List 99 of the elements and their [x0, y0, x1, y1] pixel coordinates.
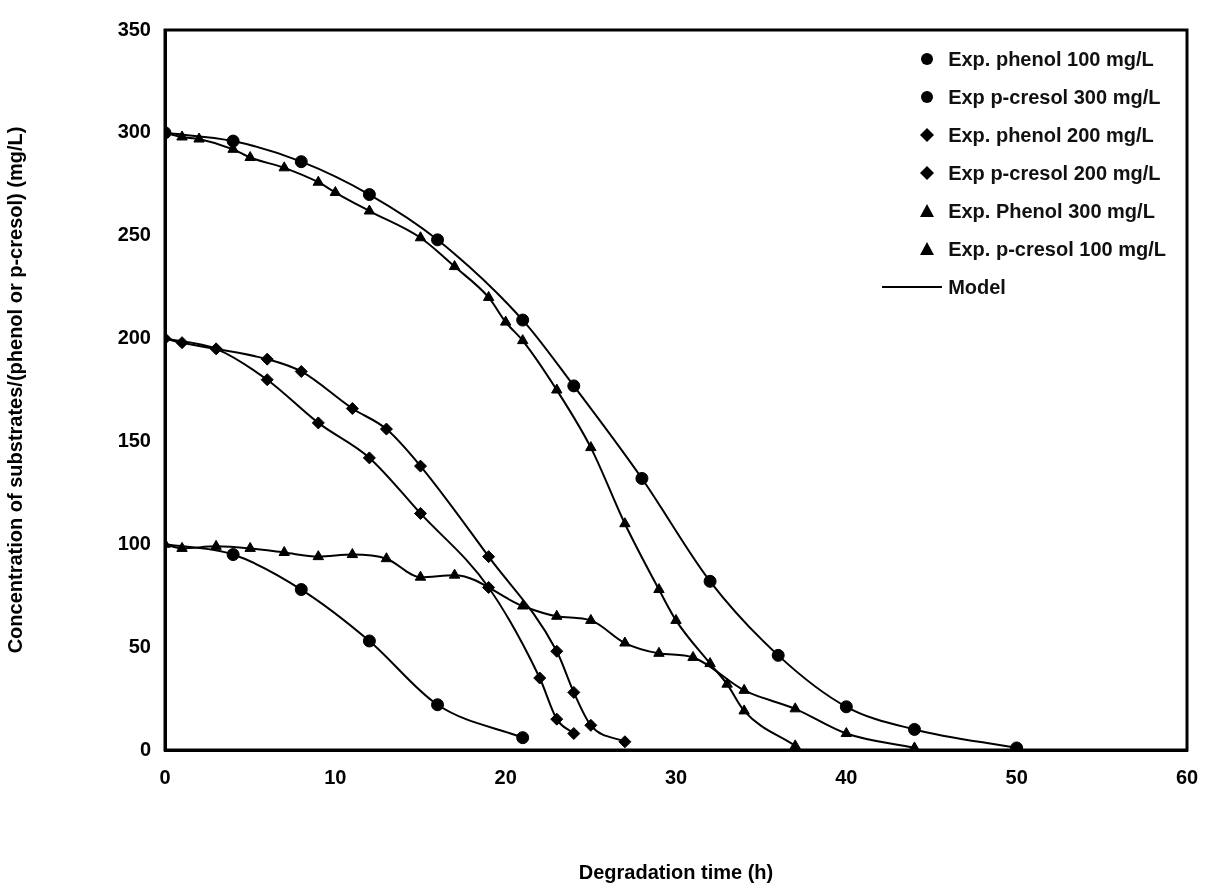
point: [448, 568, 461, 579]
point: [414, 570, 427, 581]
point: [516, 731, 530, 745]
point: [635, 471, 649, 485]
legend-label: Exp. p-cresol 100 mg/L: [948, 237, 1166, 261]
point: [551, 609, 563, 620]
point: [193, 132, 205, 143]
legend-label: Model: [948, 275, 1006, 299]
point: [517, 599, 529, 610]
point: [771, 648, 785, 662]
point: [653, 583, 665, 594]
point: [550, 644, 564, 658]
legend-label: Exp p-cresol 200 mg/L: [948, 161, 1161, 185]
point: [294, 583, 308, 597]
point: [840, 727, 853, 738]
point: [176, 541, 188, 552]
x-tick-label: 60: [1175, 765, 1199, 788]
point: [567, 727, 581, 741]
point: [703, 574, 717, 588]
point: [414, 506, 427, 520]
point: [482, 290, 495, 301]
x-axis-title: Degradation time (h): [578, 860, 774, 883]
point: [226, 134, 240, 148]
point: [414, 231, 427, 242]
point: [618, 735, 632, 749]
point: [431, 233, 445, 247]
point: [260, 352, 274, 366]
point: [346, 548, 359, 559]
point: [482, 580, 496, 594]
point: [312, 175, 324, 186]
point: [584, 718, 598, 732]
point: [789, 702, 801, 713]
y-tick-label: 100: [117, 531, 151, 554]
point: [567, 379, 581, 393]
point: [721, 677, 733, 688]
point: [362, 188, 376, 202]
point: [294, 364, 308, 378]
y-axis-title: Concentration of substrates/(phenol or p-cresol) (mg/L): [3, 126, 26, 654]
point: [294, 155, 308, 169]
point: [363, 204, 376, 215]
x-tick-label: 50: [1005, 765, 1028, 788]
point: [619, 517, 631, 528]
point: [278, 546, 290, 557]
point: [567, 685, 581, 699]
point: [619, 636, 631, 647]
point: [551, 383, 563, 394]
point: [362, 634, 376, 648]
point: [516, 313, 530, 327]
point: [379, 422, 393, 436]
y-tick-label: 150: [117, 428, 151, 451]
y-tick-label: 350: [117, 17, 151, 40]
point: [533, 671, 547, 685]
point: [260, 373, 274, 387]
point: [175, 336, 189, 350]
point: [244, 541, 256, 552]
point: [482, 550, 496, 564]
point: [244, 151, 256, 162]
y-tick-label: 250: [117, 223, 151, 246]
point: [839, 700, 853, 714]
y-tick-label: 300: [117, 120, 151, 143]
point: [907, 722, 921, 736]
point: [278, 161, 290, 172]
x-tick-label: 30: [664, 765, 688, 788]
point: [345, 402, 359, 416]
y-tick-label: 200: [117, 326, 151, 349]
point: [550, 712, 564, 726]
point: [517, 334, 529, 345]
legend-label: Exp. phenol 100 mg/L: [948, 47, 1154, 71]
point: [670, 613, 682, 624]
point: [431, 698, 445, 712]
point: [789, 739, 801, 750]
legend-label: Exp p-cresol 300 mg/L: [948, 85, 1161, 109]
point: [738, 683, 750, 694]
y-tick-label: 0: [139, 737, 151, 760]
point: [226, 548, 240, 562]
point: [585, 441, 597, 452]
point: [312, 550, 324, 561]
x-tick-label: 20: [494, 765, 517, 788]
x-tick-label: 10: [324, 765, 347, 788]
point: [687, 650, 699, 661]
point: [414, 459, 427, 473]
point: [209, 342, 223, 356]
point: [448, 260, 461, 271]
legend-label: Exp. Phenol 300 mg/L: [948, 199, 1155, 223]
point: [704, 657, 716, 668]
point: [380, 552, 393, 563]
point: [585, 613, 597, 624]
point: [499, 315, 512, 326]
point: [362, 451, 376, 465]
point: [311, 416, 325, 430]
point: [176, 130, 188, 141]
point: [738, 704, 750, 715]
y-tick-label: 50: [128, 634, 151, 657]
legend-label: Exp. phenol 200 mg/L: [948, 123, 1154, 147]
point: [653, 646, 665, 657]
x-tick-label: 0: [159, 765, 171, 788]
x-tick-label: 40: [835, 765, 858, 788]
point: [329, 186, 342, 197]
point: [210, 539, 222, 550]
